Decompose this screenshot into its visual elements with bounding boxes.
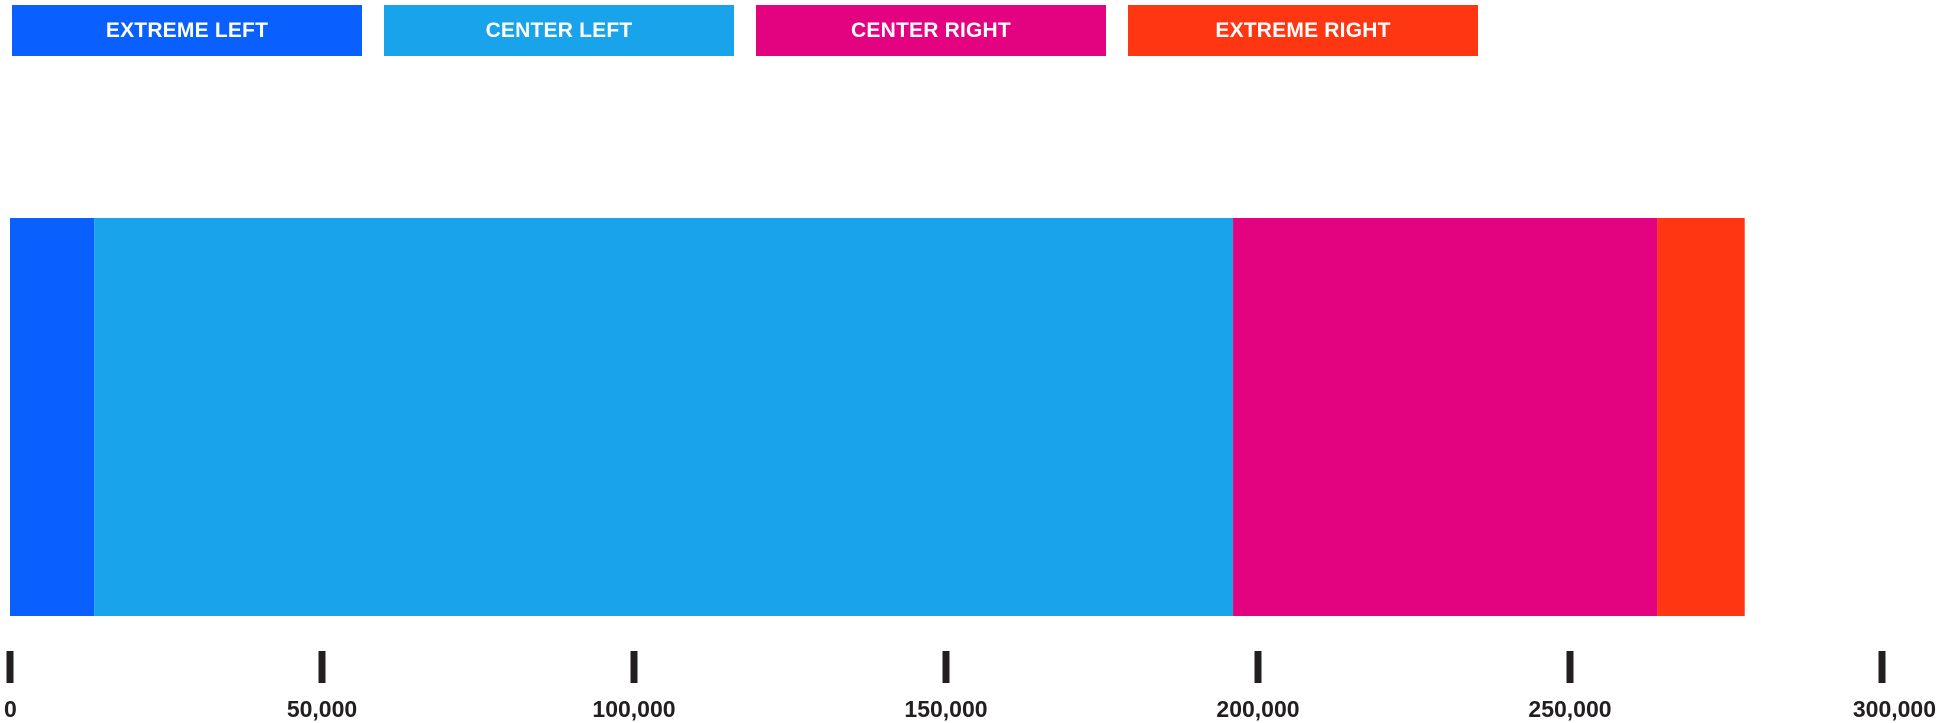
- legend-item-extreme-left: EXTREME LEFT: [12, 5, 362, 56]
- x-tick-label: 300,000: [1853, 696, 1936, 722]
- legend-item-center-left: CENTER LEFT: [384, 5, 734, 56]
- chart-legend: EXTREME LEFT CENTER LEFT CENTER RIGHT EXTRE…: [12, 5, 1478, 56]
- x-tick-label: 200,000: [1216, 696, 1299, 722]
- bar-segment-center-left: [94, 218, 1234, 616]
- x-tick-mark: [630, 651, 638, 683]
- legend-item-extreme-right: EXTREME RIGHT: [1128, 5, 1478, 56]
- bar-segment-center-right: [1233, 218, 1658, 616]
- bar-segment-extreme-left: [10, 218, 95, 616]
- x-tick-label: 100,000: [592, 696, 675, 722]
- x-tick-mark: [1878, 651, 1886, 683]
- x-tick-label: 250,000: [1528, 696, 1611, 722]
- x-tick-label: 150,000: [904, 696, 987, 722]
- x-tick-label: 50,000: [287, 696, 357, 722]
- legend-item-center-right: CENTER RIGHT: [756, 5, 1106, 56]
- x-tick-mark: [1566, 651, 1574, 683]
- x-tick-mark: [942, 651, 950, 683]
- x-tick-mark: [318, 651, 326, 683]
- x-tick-mark: [1254, 651, 1262, 683]
- bar-segment-extreme-right: [1657, 218, 1745, 616]
- x-tick-mark: [6, 651, 14, 683]
- x-tick-label: 0: [4, 696, 17, 722]
